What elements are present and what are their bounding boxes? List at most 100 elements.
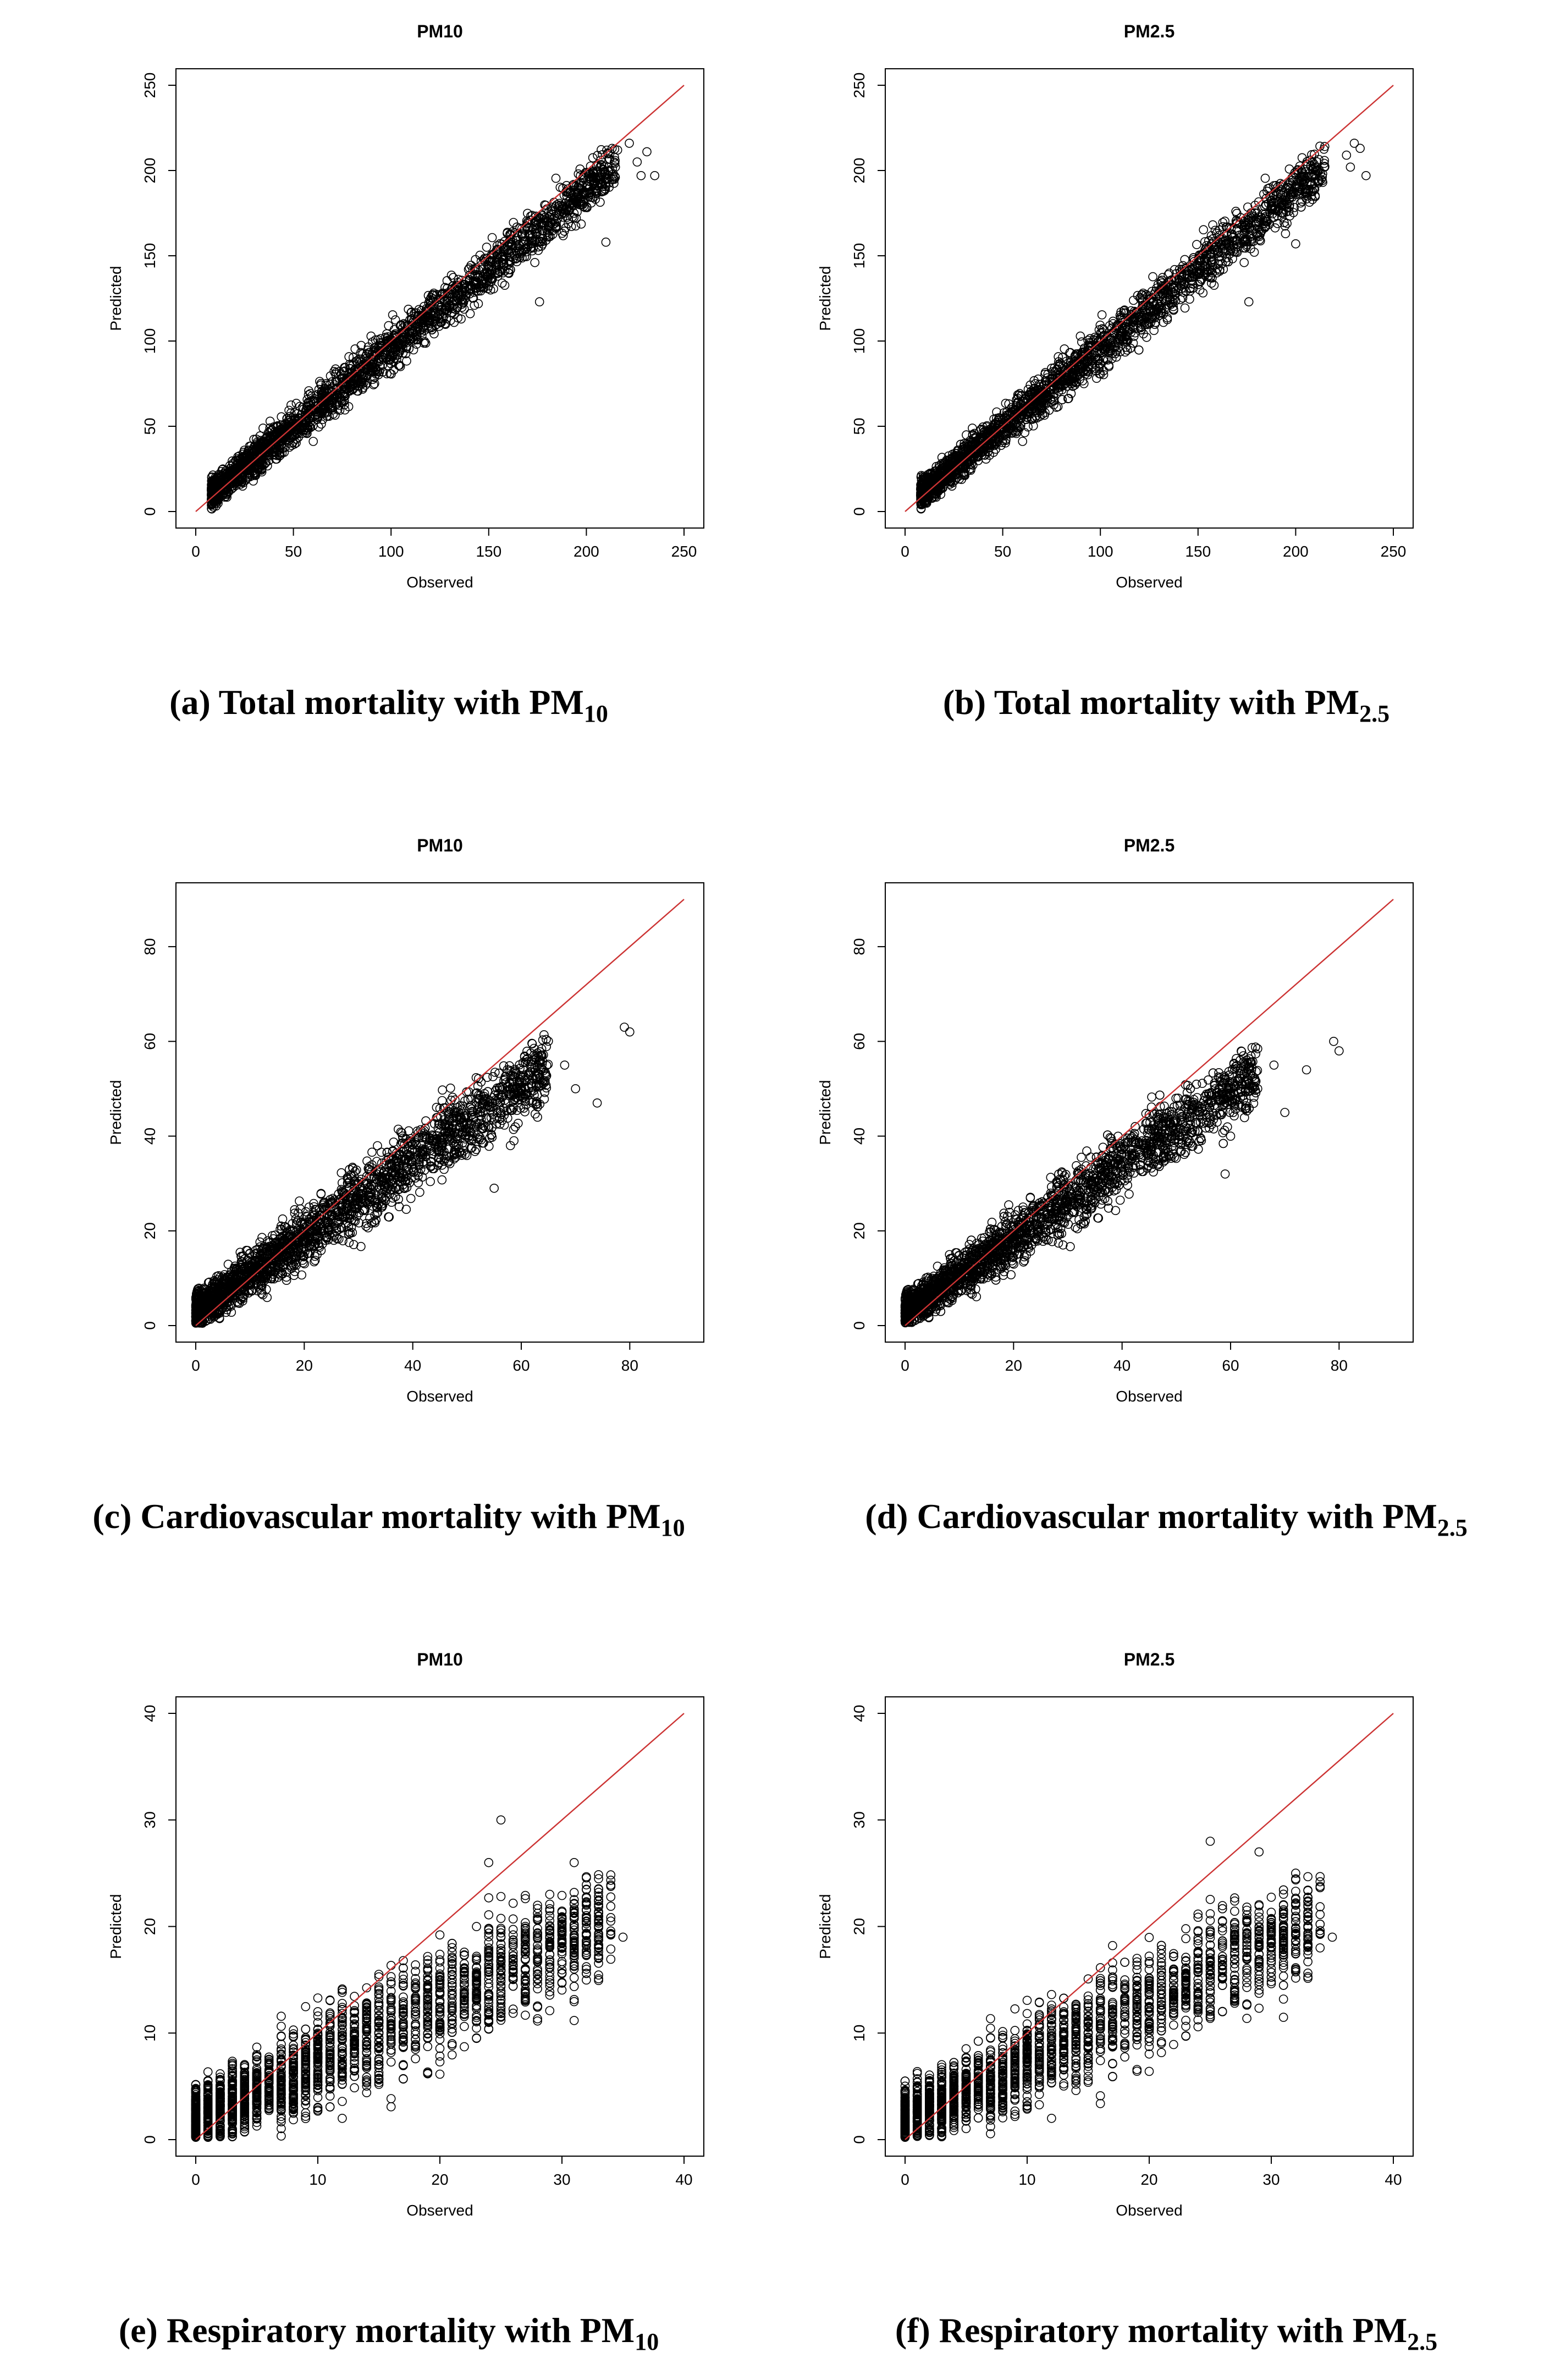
data-point: [329, 395, 339, 404]
data-point: [1112, 322, 1122, 332]
data-point: [546, 202, 556, 212]
data-point: [945, 476, 955, 486]
data-point: [497, 278, 507, 288]
data-point: [550, 223, 560, 233]
data-point: [942, 476, 952, 486]
data-point: [1118, 316, 1128, 326]
data-point: [1063, 394, 1073, 403]
data-point: [610, 156, 620, 166]
data-point: [505, 230, 515, 240]
data-point: [966, 448, 976, 458]
data-point: [1071, 356, 1080, 366]
data-point: [947, 453, 957, 463]
data-point: [509, 218, 519, 227]
data-point: [576, 219, 586, 229]
data-point: [1165, 295, 1174, 305]
data-point: [1012, 395, 1022, 404]
x-axis-label: Observed: [406, 574, 473, 591]
data-point: [1198, 288, 1208, 298]
data-point: [984, 425, 994, 435]
data-point: [252, 451, 262, 461]
data-point: [370, 362, 379, 372]
data-point: [543, 218, 553, 228]
data-point: [1001, 438, 1010, 448]
data-point: [1083, 362, 1093, 372]
data-point: [344, 352, 354, 361]
data-point: [1030, 379, 1040, 388]
data-point: [457, 276, 467, 285]
data-point: [337, 374, 347, 383]
chart-a: PM10 0 50 100 150 200 250 0 50 100 150 200 250 Observ…: [44, 6, 759, 622]
data-point: [1010, 410, 1019, 419]
x-tick-label: 250: [1381, 543, 1407, 560]
data-point: [1223, 257, 1233, 267]
data-point: [636, 171, 646, 180]
data-point: [1137, 290, 1146, 300]
data-point: [1168, 298, 1178, 307]
data-point: [1215, 234, 1225, 244]
data-point: [923, 470, 933, 480]
data-point: [1044, 405, 1054, 415]
data-point: [541, 200, 550, 210]
data-point: [1279, 201, 1288, 210]
data-point: [316, 403, 326, 413]
data-point: [438, 1085, 447, 1095]
data-point: [1001, 427, 1011, 437]
data-point: [258, 460, 268, 470]
data-point: [368, 367, 378, 377]
data-point: [1203, 272, 1213, 282]
data-point: [306, 422, 315, 432]
data-point: [411, 326, 420, 336]
data-point: [1138, 288, 1148, 298]
data-point: [1303, 173, 1313, 183]
data-point: [1361, 171, 1371, 180]
data-point: [280, 426, 290, 436]
y-tick-label: 0: [141, 1321, 158, 1330]
data-point: [1182, 270, 1192, 279]
y-tick-label: 50: [851, 417, 868, 435]
data-point: [1210, 245, 1220, 255]
data-point: [286, 431, 296, 441]
data-point: [1142, 332, 1151, 342]
data-point: [1260, 173, 1270, 183]
data-point: [437, 1175, 447, 1185]
data-point: [366, 331, 376, 341]
data-point: [609, 169, 618, 179]
data-point: [383, 355, 393, 365]
data-point: [335, 405, 345, 415]
data-point: [366, 367, 376, 377]
data-point: [1148, 312, 1157, 321]
data-point: [1080, 364, 1090, 374]
y-tick-label: 150: [141, 243, 158, 269]
data-point: [551, 173, 561, 183]
data-point: [343, 372, 353, 382]
data-point: [453, 313, 463, 323]
data-point: [400, 333, 410, 343]
data-point: [991, 418, 1001, 427]
data-point: [1180, 303, 1190, 313]
data-point: [249, 464, 258, 473]
data-point: [1297, 171, 1306, 180]
data-point: [570, 201, 579, 210]
data-point: [609, 157, 619, 167]
data-point: [214, 487, 224, 497]
data-point: [488, 249, 498, 259]
data-point: [544, 212, 554, 222]
data-point: [462, 276, 472, 285]
data-point: [1206, 266, 1216, 276]
data-point: [291, 438, 301, 448]
data-point: [1150, 307, 1159, 317]
data-point: [517, 229, 527, 239]
data-point: [279, 448, 289, 457]
data-point: [1007, 428, 1017, 438]
data-point: [542, 213, 552, 223]
data-point: [478, 279, 488, 289]
data-point: [1085, 339, 1095, 348]
data-point: [473, 270, 483, 279]
y-tick-label: 0: [851, 507, 868, 516]
data-point: [1119, 308, 1129, 318]
data-point: [274, 425, 284, 435]
data-point: [1189, 253, 1198, 262]
data-point: [600, 184, 609, 194]
data-point: [588, 172, 598, 182]
